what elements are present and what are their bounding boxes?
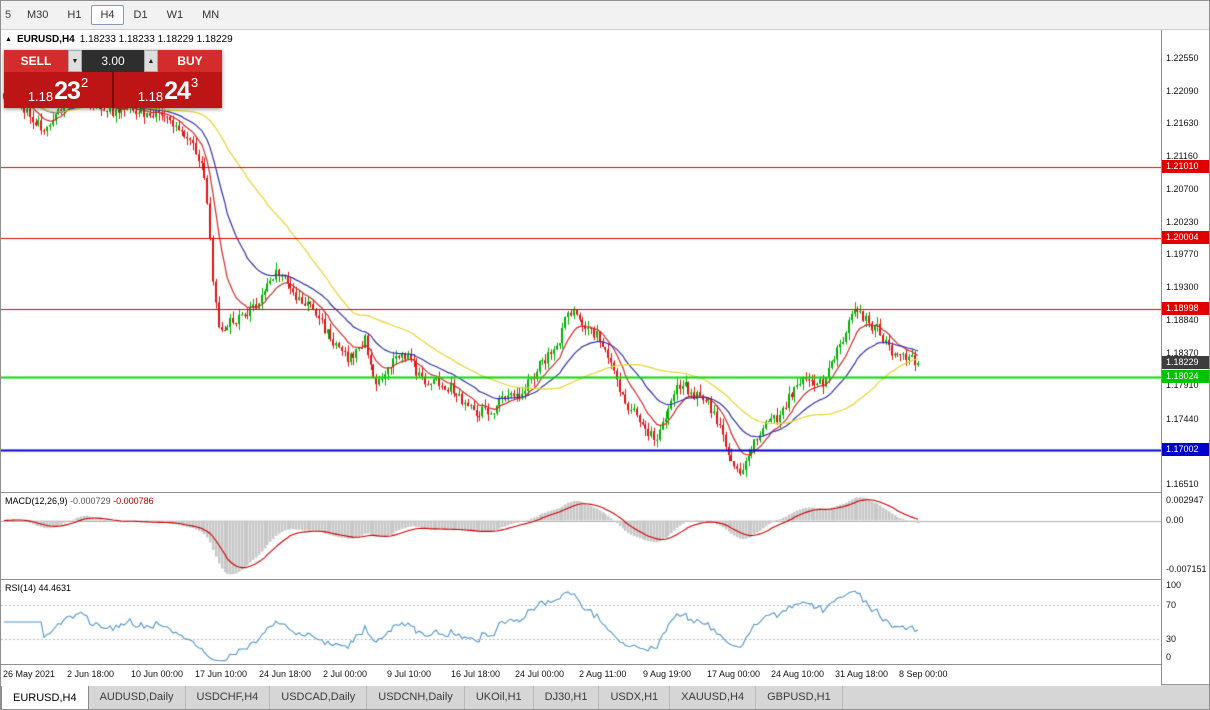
timeframe-button-h1[interactable]: H1 — [67, 9, 82, 21]
price-tick: 1.16510 — [1166, 479, 1199, 490]
chart-tab[interactable]: USDX,H1 — [599, 685, 671, 709]
time-label: 8 Sep 00:00 — [899, 669, 948, 679]
volume-increase-icon[interactable]: ▲ — [144, 50, 158, 72]
main-chart-panel: ▲ EURUSD,H4 1.18233 1.18233 1.18229 1.18… — [1, 30, 1161, 492]
macd-panel: MACD(12,26,9) -0.000729 -0.000786 — [1, 492, 1161, 579]
chart-tab[interactable]: UKOil,H1 — [465, 685, 534, 709]
price-line-badge: 1.17002 — [1162, 442, 1209, 456]
timeframe-button-mn[interactable]: MN — [202, 9, 220, 21]
timeframe-button-d1[interactable]: D1 — [133, 9, 148, 21]
time-label: 9 Aug 19:00 — [643, 669, 692, 679]
macd-name: MACD(12,26,9) — [5, 496, 68, 506]
time-label: 17 Aug 00:00 — [707, 669, 761, 679]
timeframe-button-h4[interactable]: H4 — [91, 5, 124, 25]
time-label: 2 Jul 00:00 — [323, 669, 368, 679]
sell-button[interactable]: SELL — [4, 50, 68, 72]
macd-canvas[interactable] — [1, 493, 1161, 579]
macd-axis-label: 0.002947 — [1166, 495, 1204, 505]
time-label: 2 Jun 18:00 — [67, 669, 115, 679]
macd-axis-label: -0.007151 — [1166, 564, 1207, 574]
timeframe-button-m30[interactable]: M30 — [27, 9, 49, 21]
time-label: 17 Jun 10:00 — [195, 669, 248, 679]
rsi-value: 44.4631 — [38, 583, 72, 593]
price-line-badge: 1.18024 — [1162, 370, 1209, 384]
chart-tab[interactable]: DJ30,H1 — [534, 685, 600, 709]
price-tick: 1.22550 — [1166, 53, 1199, 64]
sell-price-display[interactable]: 1.18 23 2 — [4, 72, 112, 108]
timeframe-button-partial[interactable]: 5 — [5, 9, 12, 21]
price-tick: 1.22090 — [1166, 85, 1199, 96]
buy-price-point: 3 — [190, 75, 199, 90]
volume-input[interactable]: 3.00 — [82, 50, 144, 72]
price-tick: 1.19300 — [1166, 282, 1199, 293]
sell-price-pips: 23 — [54, 77, 81, 105]
time-label: 2 Aug 11:00 — [579, 669, 627, 679]
price-tick: 1.21630 — [1166, 118, 1199, 129]
chart-ohlc-values: 1.18233 1.18233 1.18229 1.18229 — [79, 34, 233, 45]
price-tick: 1.19770 — [1166, 249, 1199, 260]
time-label: 10 Jun 00:00 — [131, 669, 184, 679]
macd-value-signal: -0.000786 — [113, 496, 154, 506]
chart-symbol-label: EURUSD,H4 — [16, 34, 75, 45]
time-label: 24 Jun 18:00 — [259, 669, 312, 679]
macd-axis-label: 0.00 — [1166, 515, 1184, 525]
sell-price-figure: 1.18 — [27, 89, 54, 104]
time-label: 9 Jul 10:00 — [387, 669, 432, 679]
buy-price-figure: 1.18 — [137, 89, 164, 104]
price-tick: 1.20700 — [1166, 183, 1199, 194]
chart-tab[interactable]: XAUUSD,H4 — [670, 685, 757, 709]
sell-price-point: 2 — [80, 75, 89, 90]
rsi-axis-label: 0 — [1166, 652, 1172, 662]
rsi-axis-label: 100 — [1166, 580, 1182, 590]
time-label: 31 Aug 18:00 — [835, 669, 889, 679]
chart-title: ▲ EURUSD,H4 1.18233 1.18233 1.18229 1.18… — [5, 34, 233, 45]
chart-tab[interactable]: AUDUSD,Daily — [89, 685, 186, 709]
time-label: 24 Jul 00:00 — [515, 669, 565, 679]
timeframe-toolbar: 5 M30 H1 H4 D1 W1 MN — [1, 1, 1209, 30]
chart-tab[interactable]: USDCAD,Daily — [270, 685, 368, 709]
rsi-canvas[interactable] — [1, 580, 1161, 664]
price-line-badge: 1.20004 — [1162, 230, 1209, 244]
chart-tabbar: EURUSD,H4 AUDUSD,Daily USDCHF,H4 USDCAD,Dai… — [1, 684, 1209, 709]
rsi-label: RSI(14) 44.4631 — [5, 583, 71, 593]
price-tick: 1.18840 — [1166, 314, 1199, 325]
buy-button[interactable]: BUY — [158, 50, 222, 72]
timeframe-buttons: M30 H1 H4 D1 W1 MN — [18, 5, 228, 25]
buy-price-display[interactable]: 1.18 24 3 — [114, 72, 222, 108]
rsi-axis-label: 30 — [1166, 634, 1177, 644]
macd-value-main: -0.000729 — [70, 496, 111, 506]
timeframe-button-w1[interactable]: W1 — [166, 9, 184, 21]
oneclick-expand-arrow-icon[interactable]: ▲ — [5, 36, 12, 43]
price-line-badge: 1.21010 — [1162, 159, 1209, 173]
price-tick: 1.21160 — [1166, 151, 1198, 162]
chart-tab[interactable]: USDCNH,Daily — [367, 685, 465, 709]
price-tick: 1.18370 — [1166, 348, 1199, 359]
chart-tab[interactable]: USDCHF,H4 — [186, 685, 271, 709]
volume-decrease-icon[interactable]: ▼ — [68, 50, 82, 72]
trade-panel-divider — [112, 72, 114, 108]
buy-price-pips: 24 — [164, 77, 191, 105]
chart-tab[interactable]: GBPUSD,H1 — [756, 685, 843, 709]
time-label: 16 Jul 18:00 — [451, 669, 501, 679]
price-tick: 1.17440 — [1166, 413, 1199, 424]
price-line-badge: 1.18229 — [1162, 355, 1209, 369]
price-tick: 1.20230 — [1166, 216, 1199, 227]
time-label: 26 May 2021 — [3, 669, 56, 679]
macd-label: MACD(12,26,9) -0.000729 -0.000786 — [5, 496, 154, 506]
one-click-trading-panel: SELL ▼ 3.00 ▲ BUY 1.18 23 2 1.18 24 3 — [4, 50, 222, 108]
time-axis: 26 May 2021 2 Jun 18:00 10 Jun 00:00 17 Jun… — [1, 664, 1161, 686]
time-label: 24 Aug 10:00 — [771, 669, 825, 679]
price-axis: 0.002947 0.00 -0.007151 100 70 30 0 1.22… — [1161, 30, 1209, 684]
price-line-badge: 1.18998 — [1162, 301, 1209, 315]
rsi-name: RSI(14) — [5, 583, 37, 593]
chart-tab[interactable]: EURUSD,H4 — [1, 685, 89, 709]
price-tick: 1.17910 — [1166, 380, 1199, 391]
rsi-panel: RSI(14) 44.4631 — [1, 579, 1161, 664]
rsi-axis-label: 70 — [1166, 600, 1177, 610]
